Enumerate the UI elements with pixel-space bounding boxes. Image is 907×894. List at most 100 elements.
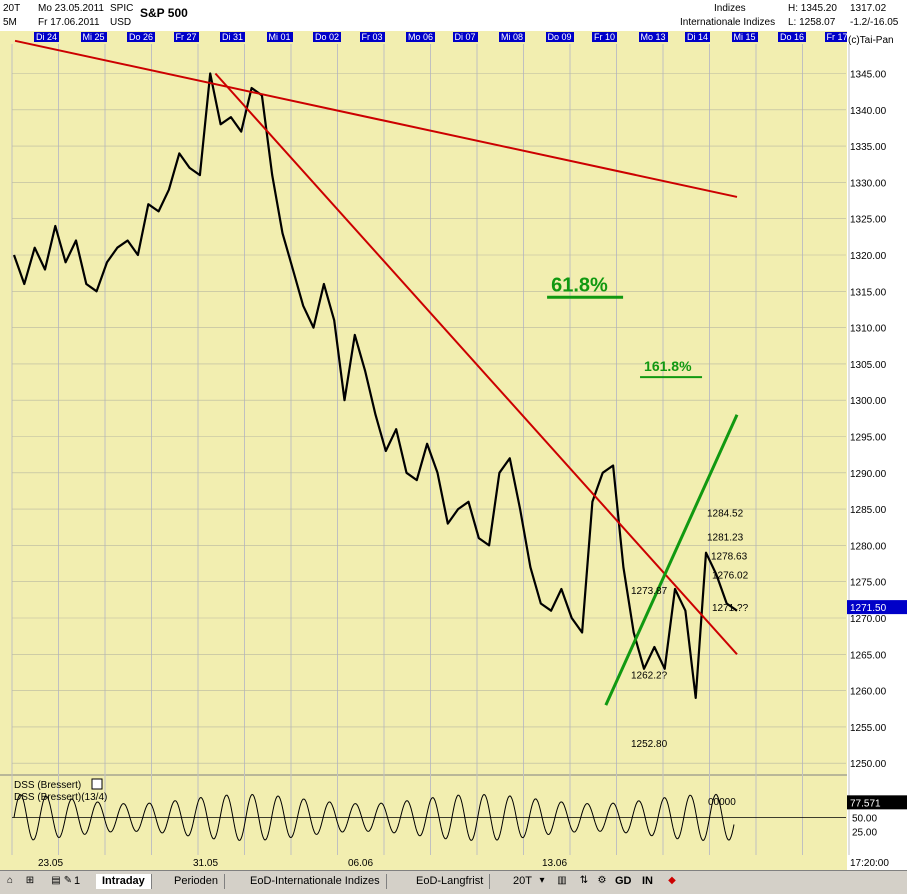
chart-type-icon[interactable]: ▥ xyxy=(557,875,567,886)
day-label: Do 16 xyxy=(778,32,807,42)
y-tick-label: 1290.00 xyxy=(850,469,887,480)
y-tick-label: 1320.00 xyxy=(850,251,887,262)
in-button[interactable]: IN xyxy=(642,875,653,887)
tab-eod-langfrist[interactable]: EoD-Langfrist xyxy=(410,874,491,889)
date-to: Fr 17.06.2011 xyxy=(38,17,100,28)
settings-icon[interactable]: ⚙ xyxy=(597,875,607,886)
day-bar: Di 24 Mi 25 Do 26 Fr 27 Di 31 Mi 01 Do 02 Fr 03… xyxy=(0,31,850,43)
price-level-label: 1284.52 xyxy=(707,509,744,520)
day-label: Mi 08 xyxy=(499,32,526,42)
day-label: Mi 01 xyxy=(266,32,293,42)
price-level-label: 1273.87 xyxy=(631,586,668,597)
tab-intraday[interactable]: Intraday xyxy=(96,874,152,889)
dropdown-icon[interactable]: ▾ xyxy=(539,875,545,886)
y-tick-label: 1325.00 xyxy=(850,215,887,226)
fib-annotation-label: 161.8% xyxy=(644,358,692,374)
x-tick-label: 31.05 xyxy=(193,858,218,869)
high-label: H: 1345.20 xyxy=(788,3,837,14)
price-chart[interactable]: 1250.00 1255.00 1260.00 1265.00 1270.00 1275.… xyxy=(0,0,907,870)
trendline-red-steep xyxy=(214,72,738,655)
y-tick-label: 1335.00 xyxy=(850,142,887,153)
y-tick-label: 1250.00 xyxy=(850,759,887,770)
indicator-value-label: 77.571 xyxy=(850,798,881,809)
trendline-red-long xyxy=(14,39,738,198)
page-label: 1 xyxy=(74,875,81,887)
gd-button[interactable]: GD xyxy=(615,875,632,887)
document-icon[interactable]: ▤ xyxy=(51,875,61,886)
day-label: Mo 13 xyxy=(638,32,668,42)
price-level-label: 1281.23 xyxy=(707,532,744,543)
tab-eod-international[interactable]: EoD-Internationale Indizes xyxy=(244,874,387,889)
y-tick-label: 1285.00 xyxy=(850,505,887,516)
home-icon[interactable]: ⌂ xyxy=(6,875,14,886)
category-label: Indizes xyxy=(714,3,746,14)
y-tick-label: 1295.00 xyxy=(850,433,887,444)
day-label: Mo 06 xyxy=(406,32,436,42)
y-tick-label: 1280.00 xyxy=(850,541,887,552)
y-tick-label: 1260.00 xyxy=(850,687,887,698)
indicator-icon[interactable]: ◆ xyxy=(668,875,676,886)
day-label: Do 09 xyxy=(545,32,574,42)
indicator-line xyxy=(13,793,735,842)
fib-annotation-label: 61.8% xyxy=(551,274,608,296)
day-label: Di 24 xyxy=(34,32,60,42)
y-tick-label: 1305.00 xyxy=(850,360,887,371)
x-tick-label: 06.06 xyxy=(348,858,373,869)
y-tick-label: 1270.00 xyxy=(850,614,887,625)
day-label: Do 02 xyxy=(313,32,342,42)
time-label: 17:20:00 xyxy=(850,858,889,869)
chart-header: 20T 5M Mo 23.05.2011 Fr 17.06.2011 SPIC … xyxy=(0,0,907,32)
chart-title: S&P 500 xyxy=(140,6,188,20)
day-label: Fr 27 xyxy=(173,32,199,42)
y-tick-label: 1315.00 xyxy=(850,287,887,298)
low-label: L: 1258.07 xyxy=(788,17,836,28)
y-tick-label: 1340.00 xyxy=(850,106,887,117)
day-label: Di 07 xyxy=(452,32,478,42)
x-tick-label: 13.06 xyxy=(542,858,567,869)
indicator-background xyxy=(0,775,847,870)
bottom-toolbar: ⌂ ⊞ ▤ ✎ 1 Intraday Perioden EoD-Internat… xyxy=(0,870,907,894)
day-label: Mi 25 xyxy=(80,32,107,42)
indicator-add-button xyxy=(91,778,103,790)
trendline-green-up xyxy=(604,414,739,706)
price-level-label: 1262.2? xyxy=(631,671,668,682)
plot-background xyxy=(0,43,847,775)
day-label: Fr 03 xyxy=(359,32,385,42)
symbol-label: SPIC xyxy=(110,3,134,14)
day-label: Do 26 xyxy=(127,32,156,42)
subcategory-label: Internationale Indizes xyxy=(680,17,776,28)
indicator-value-tag xyxy=(847,795,907,810)
y-tick-label: 1275.00 xyxy=(850,578,887,589)
x-tick-label: 23.05 xyxy=(38,858,63,869)
day-label: Fr 17 xyxy=(824,32,850,42)
y-tick-label: 1330.00 xyxy=(850,178,887,189)
price-level-label: 1252.80 xyxy=(631,739,668,750)
price-level-label: 1276.02 xyxy=(712,570,749,581)
indicator-params: DSS (Bressert)(13/4) xyxy=(14,792,107,803)
day-label: Fr 10 xyxy=(592,32,618,42)
period-select[interactable]: 20T xyxy=(513,875,532,887)
price-line xyxy=(12,72,738,700)
last-value-tag xyxy=(847,600,907,615)
day-label: Mi 15 xyxy=(731,32,758,42)
pen-icon[interactable]: ✎ xyxy=(63,875,73,886)
copyright-label: (c)Tai-Pan xyxy=(848,35,894,46)
price-axis-column xyxy=(847,31,907,870)
date-from: Mo 23.05.2011 xyxy=(38,3,104,14)
last-value-label: 1271.50 xyxy=(850,603,887,614)
period-label: 20T xyxy=(3,3,21,14)
indicator-name: DSS (Bressert) xyxy=(14,780,81,791)
tab-perioden[interactable]: Perioden xyxy=(168,874,226,889)
scale-icon[interactable]: ⇅ xyxy=(579,875,589,886)
last-price-label: 1317.02 xyxy=(850,3,887,14)
y-tick-label: 1300.00 xyxy=(850,396,887,407)
y-tick-label: 1255.00 xyxy=(850,723,887,734)
indicator-marker-label: 00000 xyxy=(708,797,736,808)
price-level-label: 1271.?? xyxy=(712,603,749,614)
y-tick-label: 1345.00 xyxy=(850,70,887,81)
grid-icon[interactable]: ⊞ xyxy=(25,875,35,886)
change-label: -1.2/-16.05 xyxy=(850,17,899,28)
y-tick-label: 1265.00 xyxy=(850,650,887,661)
day-label: Di 31 xyxy=(220,32,246,42)
y-tick-label: 1310.00 xyxy=(850,324,887,335)
